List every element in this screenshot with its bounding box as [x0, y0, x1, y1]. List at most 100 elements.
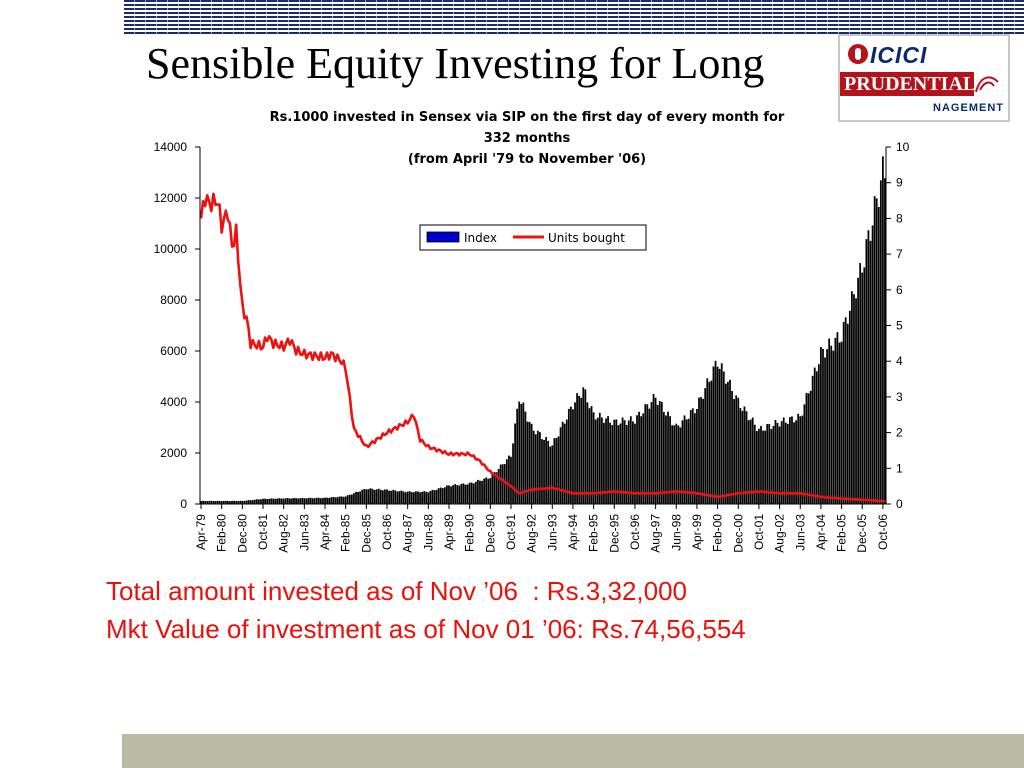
right-y-tick-label: 10	[896, 140, 910, 154]
right-y-tick-label: 5	[896, 319, 903, 333]
x-tick-label: Apr-89	[442, 514, 456, 550]
index-bar	[838, 342, 841, 504]
index-bar	[828, 338, 831, 504]
index-bar	[826, 349, 828, 504]
index-bar	[452, 485, 454, 504]
index-bar	[652, 393, 655, 504]
x-tick-label: Aug-82	[277, 514, 291, 553]
index-bar	[371, 488, 374, 504]
index-bar	[851, 291, 853, 504]
index-bar	[782, 417, 785, 504]
index-bar	[344, 496, 347, 504]
index-bar	[644, 404, 647, 504]
index-bar	[204, 500, 207, 504]
index-bar	[687, 418, 690, 504]
index-bar	[834, 337, 837, 504]
index-bar	[278, 498, 281, 504]
index-bar	[493, 472, 496, 504]
x-tick-label: Oct-81	[256, 514, 270, 550]
index-bar	[681, 420, 684, 504]
index-bar	[206, 501, 209, 504]
index-bar	[832, 350, 835, 504]
index-bar	[512, 443, 514, 504]
index-bar	[755, 431, 758, 504]
left-y-tick-label: 10000	[154, 242, 188, 256]
index-bar	[879, 180, 882, 504]
chart-axes: 0 2000 4000 6000 8000 10000 12000 14000 0 1 2 3 4 5 6 7…	[154, 140, 910, 553]
x-tick-label: Oct-91	[504, 514, 518, 550]
index-bar	[708, 381, 711, 504]
index-bar	[784, 422, 787, 504]
index-bar	[869, 240, 872, 504]
index-bar	[536, 430, 539, 504]
index-bar	[233, 500, 235, 504]
index-bar	[735, 395, 738, 504]
x-tick-label: Jun-93	[545, 514, 559, 551]
index-bar	[243, 500, 246, 504]
index-bar	[625, 425, 628, 504]
index-bar	[853, 294, 855, 504]
index-bar	[218, 500, 221, 504]
legend-units-label: Units bought	[548, 231, 625, 245]
index-bar	[749, 419, 752, 504]
index-bar	[720, 363, 723, 504]
index-bar	[741, 410, 744, 504]
index-bar	[462, 483, 465, 504]
x-tick-label: Feb-80	[215, 514, 229, 552]
index-bar	[377, 488, 380, 504]
index-bar	[483, 478, 485, 504]
index-bar	[698, 397, 700, 504]
index-bar	[526, 421, 529, 504]
index-bar	[704, 388, 707, 504]
index-bar	[739, 408, 742, 504]
index-bar	[646, 404, 649, 504]
index-bar	[873, 196, 876, 504]
index-bar	[460, 483, 463, 504]
index-bar	[470, 482, 473, 504]
index-bar	[212, 501, 215, 504]
index-bar	[557, 436, 560, 504]
company-logo: ICICI PRUDENTIAL NAGEMENT	[838, 34, 1010, 122]
index-bar	[747, 420, 750, 504]
index-bars	[200, 156, 886, 505]
index-bar	[638, 411, 640, 504]
index-bar	[305, 498, 308, 504]
index-bar	[516, 408, 519, 504]
index-bar	[793, 422, 795, 504]
index-bar	[555, 437, 558, 504]
index-bar	[764, 430, 766, 504]
x-tick-label: Oct-06	[876, 514, 890, 550]
index-bar	[751, 417, 754, 504]
index-bar	[396, 491, 399, 504]
index-bar	[884, 178, 886, 504]
index-bar	[410, 492, 413, 504]
x-tick-label: Aug-92	[525, 514, 539, 553]
index-bar	[545, 437, 547, 504]
market-value-text: Mkt Value of investment as of Nov 01 ’06…	[106, 614, 746, 644]
x-tick-label: Apr-99	[690, 514, 704, 550]
index-bar	[871, 225, 874, 504]
total-invested-text: Total amount invested as of Nov ’06 : Rs…	[106, 576, 688, 606]
index-bar	[235, 501, 238, 504]
index-bar	[797, 413, 800, 504]
index-bar	[565, 419, 568, 504]
index-bar	[861, 272, 864, 504]
index-bar	[307, 497, 310, 504]
x-tick-label: Apr-79	[194, 514, 208, 550]
index-bar	[875, 198, 878, 505]
x-tick-label: Aug-97	[649, 514, 663, 553]
index-bar	[359, 491, 362, 504]
index-bar	[863, 267, 866, 504]
index-bar	[547, 440, 550, 504]
index-bar	[731, 391, 733, 504]
index-bar	[836, 332, 839, 504]
logo-mark-icon	[848, 44, 868, 64]
x-tick-label: Feb-85	[339, 514, 353, 552]
index-bar	[336, 497, 339, 504]
index-bar	[820, 346, 822, 504]
index-bar	[762, 430, 764, 504]
left-y-tick-label: 0	[180, 497, 187, 511]
index-bar	[404, 492, 407, 504]
x-tick-label: Oct-86	[380, 514, 394, 550]
index-bar	[431, 489, 434, 504]
